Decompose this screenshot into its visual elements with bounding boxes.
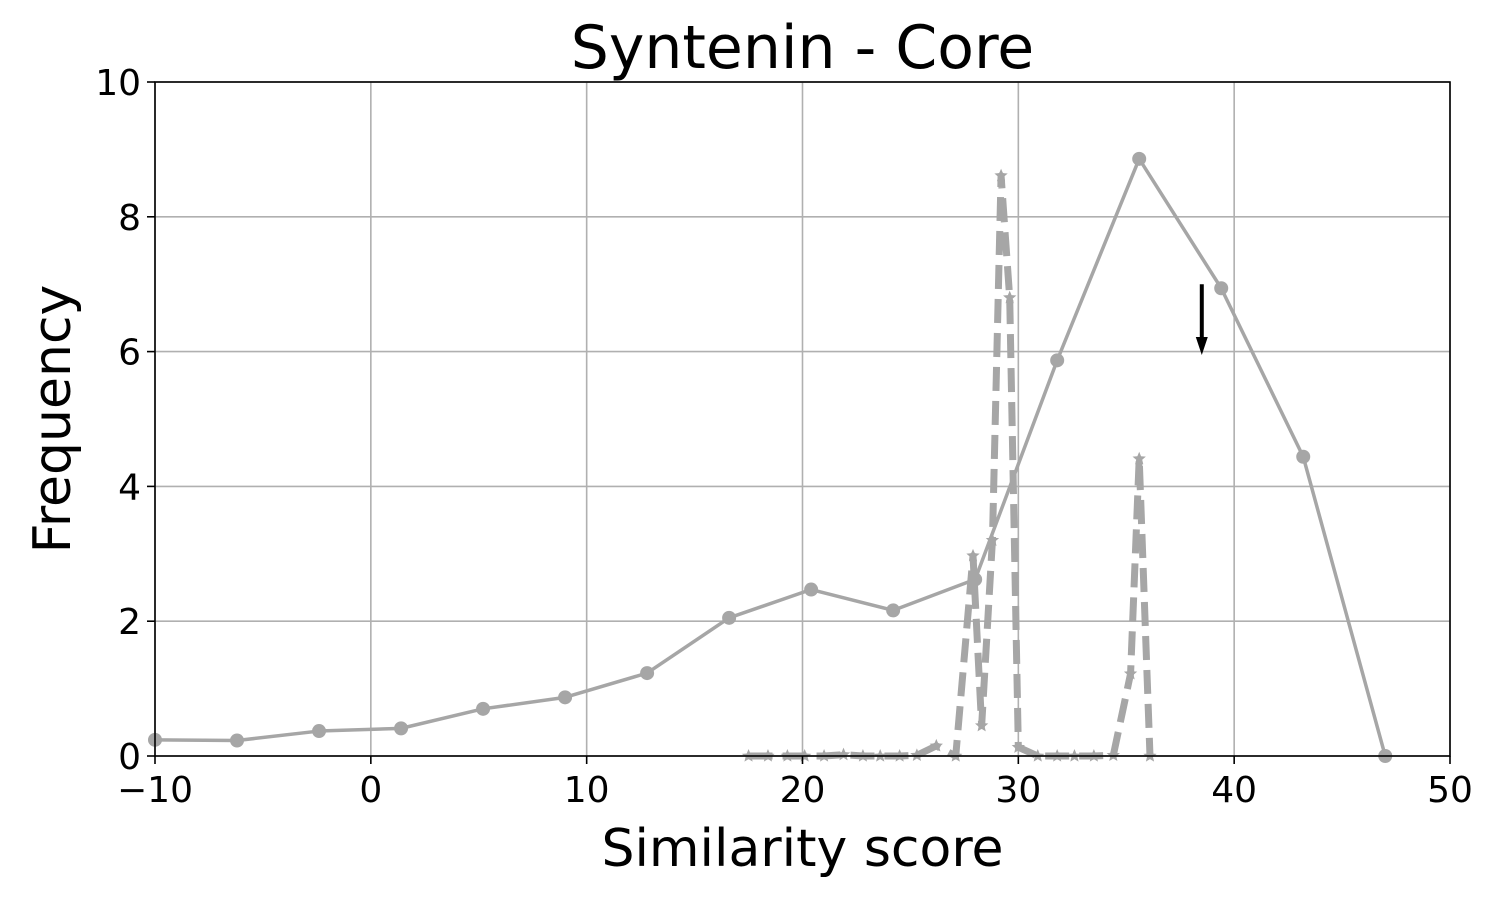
- data-point: [1132, 151, 1147, 166]
- chart-title: Syntenin - Core: [571, 13, 1034, 83]
- data-point: [1003, 290, 1017, 304]
- data-point: [966, 548, 980, 562]
- annotation-arrow: [1195, 284, 1208, 355]
- y-tick-label: 2: [118, 602, 141, 643]
- data-point: [1106, 748, 1120, 761]
- data-point: [640, 666, 655, 681]
- data-point: [312, 724, 327, 739]
- x-tick-label: −10: [117, 770, 193, 811]
- series-1: [148, 151, 1393, 763]
- x-tick-label: 40: [1211, 770, 1257, 811]
- series-2: [741, 168, 1157, 762]
- data-point: [558, 690, 573, 705]
- data-point: [910, 748, 924, 761]
- y-tick-label: 10: [95, 63, 141, 104]
- data-point: [929, 738, 943, 752]
- data-point: [994, 168, 1008, 182]
- y-tick-label: 4: [118, 467, 141, 508]
- data-point: [394, 721, 409, 736]
- arrow-head: [1195, 336, 1208, 355]
- data-point: [1050, 353, 1065, 368]
- data-point: [974, 718, 989, 732]
- data-point: [476, 701, 491, 716]
- x-tick-label: 0: [359, 770, 382, 811]
- data-point: [722, 610, 737, 625]
- y-tick-label: 6: [118, 333, 141, 374]
- data-point: [1011, 740, 1025, 753]
- x-tick-label: 30: [995, 770, 1041, 811]
- x-tick-label: 10: [564, 770, 610, 811]
- x-axis-label: Similarity score: [601, 819, 1003, 879]
- x-tick-label: 50: [1427, 770, 1473, 811]
- y-axis-label: Frequency: [23, 285, 83, 554]
- y-tick-label: 8: [118, 198, 141, 239]
- data-point: [1214, 281, 1229, 296]
- data-point: [1296, 449, 1311, 464]
- data-point: [836, 747, 851, 761]
- data-point: [1132, 451, 1146, 465]
- grid: [154, 81, 1451, 757]
- series-1-line: [154, 157, 1387, 757]
- series-2-line: [748, 172, 1154, 760]
- x-tick-label: 20: [780, 770, 826, 811]
- data-point: [1123, 666, 1138, 680]
- y-tick-label: 0: [118, 737, 141, 778]
- data-point: [886, 603, 901, 618]
- series-layer: [148, 151, 1393, 763]
- data-point: [804, 582, 819, 597]
- annotations: [1195, 284, 1208, 355]
- data-point: [230, 733, 245, 748]
- data-point: [985, 533, 1000, 546]
